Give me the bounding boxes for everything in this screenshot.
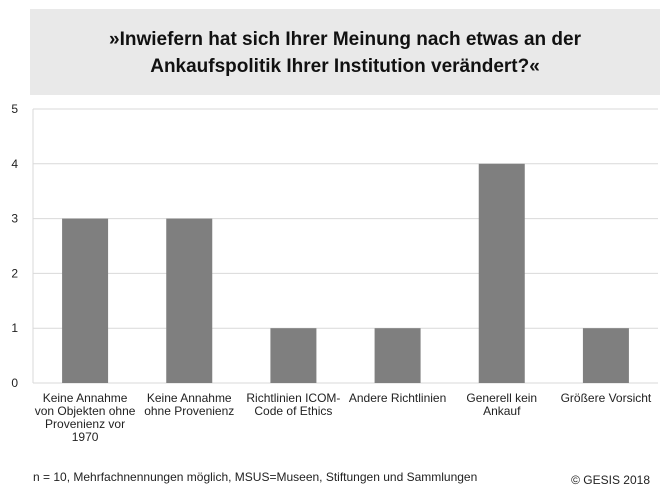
y-tick-label: 2 (11, 266, 18, 280)
title-box (30, 9, 660, 95)
y-tick-label: 5 (11, 102, 18, 116)
y-tick-label: 1 (11, 321, 18, 335)
y-tick-label: 0 (11, 376, 18, 390)
x-tick-label: Andere Richtlinien (349, 391, 446, 405)
source: © GESIS 2018 (571, 473, 650, 487)
bar (478, 163, 525, 383)
bar (582, 328, 629, 383)
chart-title: »Inwiefern hat sich Ihrer Meinung nach e… (109, 29, 582, 77)
footnote: n = 10, Mehrfachnennungen möglich, MSUS=… (33, 470, 477, 484)
bar (374, 328, 421, 383)
x-tick-label: Generell kein Ankauf (466, 391, 537, 418)
y-tick-label: 4 (11, 157, 18, 171)
x-tick-label: Keine Annahme von Objekten ohne Provenienz… (35, 391, 136, 444)
bar (270, 328, 317, 383)
y-tick-label: 3 (11, 212, 18, 226)
x-tick-label: Keine Annahme ohne Provenienz (144, 391, 234, 418)
bar (166, 218, 213, 383)
bar (62, 218, 109, 383)
x-tick-label: Richtlinien ICOM-Code of Ethics (246, 391, 340, 418)
x-tick-label: Größere Vorsicht (561, 391, 652, 405)
